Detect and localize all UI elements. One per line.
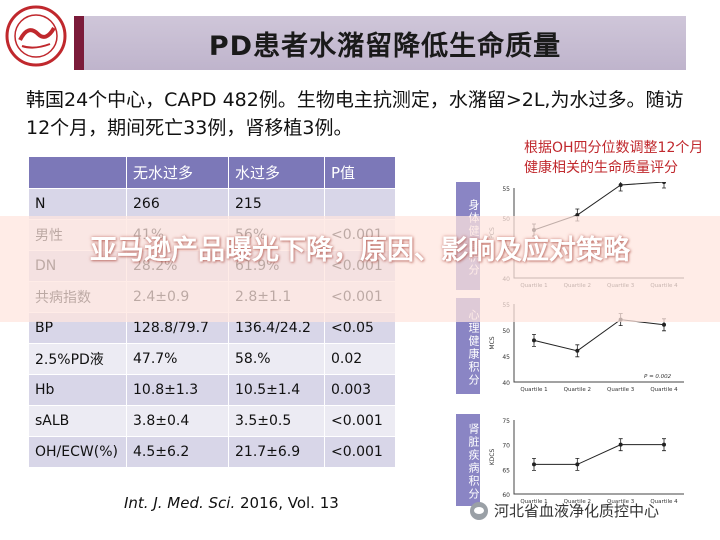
table-cell	[324, 188, 396, 220]
y-tick-label: 55	[502, 186, 510, 193]
y-tick-label: 40	[502, 380, 510, 387]
table-header-cell	[28, 156, 127, 189]
axis-line	[513, 304, 684, 383]
table-cell: 21.7±6.9	[228, 436, 325, 468]
table-cell: 58.%	[228, 343, 325, 375]
table-cell: 47.7%	[126, 343, 229, 375]
table-cell: 2.5%PD液	[28, 343, 127, 375]
data-point	[575, 462, 580, 467]
table-row: Hb 10.8±1.3 10.5±1.4 0.003	[28, 374, 396, 406]
table-cell: OH/ECW(%)	[28, 436, 127, 468]
y-axis-label: MCS	[489, 336, 496, 349]
hospital-logo-icon	[5, 5, 67, 67]
x-tick-label: Quartile 4	[650, 387, 678, 393]
x-tick-label: Quartile 2	[564, 387, 591, 393]
table-cell: 10.8±1.3	[126, 374, 229, 406]
table-header-cell: 无水过多	[126, 156, 229, 189]
footer-source: 河北省血液净化质控中心	[470, 500, 659, 521]
table-header-row: 无水过多 水过多 P值	[28, 156, 396, 189]
p-value-label: P = 0.002	[644, 374, 672, 380]
data-point	[662, 322, 666, 327]
data-point	[662, 182, 666, 184]
citation: Int. J. Med. Sci. 2016, Vol. 13	[124, 494, 339, 512]
series-line	[533, 319, 665, 352]
y-tick-label: 45	[502, 354, 510, 361]
x-tick-label: Quartile 1	[520, 387, 547, 393]
table-cell: N	[28, 188, 127, 220]
table-cell: sALB	[28, 405, 127, 437]
mini-chart-svg: 75 70 65 60 KDCS Quartile 1 Quartile 2 Quartile…	[489, 418, 684, 505]
table-cell: <0.001	[324, 405, 396, 437]
citation-journal: Int. J. Med. Sci.	[124, 494, 236, 512]
table-cell: 0.003	[324, 374, 396, 406]
error-bar	[662, 182, 666, 189]
table-cell: 3.5±0.5	[228, 405, 325, 437]
side-label: 肾脏疾病积分	[456, 414, 480, 506]
table-cell: 215	[228, 188, 325, 220]
overlay-headline: 亚马逊产品曝光下降，原因、影响及应对策略	[90, 235, 630, 266]
data-point	[532, 338, 536, 343]
table-cell: <0.001	[324, 436, 396, 468]
table-header-cell: P值	[324, 156, 396, 189]
table-header-cell: 水过多	[228, 156, 325, 189]
y-tick-label: 75	[502, 418, 510, 425]
table-cell: 0.02	[324, 343, 396, 375]
y-tick-label: 60	[502, 492, 510, 499]
wechat-icon	[470, 501, 488, 520]
table-cell: 4.5±6.2	[126, 436, 229, 468]
table-cell: 10.5±1.4	[228, 374, 325, 406]
x-tick-label: Quartile 3	[607, 387, 635, 393]
table-cell: 266	[126, 188, 229, 220]
y-axis-label: KDCS	[489, 449, 496, 466]
y-tick-label: 65	[502, 467, 510, 474]
axis-line	[513, 420, 684, 495]
footer-source-text: 河北省血液净化质控中心	[494, 502, 660, 520]
table-row: 2.5%PD液 47.7% 58.% 0.02	[28, 343, 396, 375]
data-point	[575, 348, 580, 353]
intro-text: 韩国24个中心，CAPD 482例。生物电主抗测定，水潴留>2L,为水过多。随访…	[26, 89, 684, 139]
page-title: PD患者水潴留降低生命质量	[208, 30, 562, 62]
table-row: N 266 215	[28, 188, 396, 220]
x-tick-label: Quartile 4	[650, 499, 678, 505]
title-bar: PD患者水潴留降低生命质量	[74, 16, 686, 70]
x-tick-label: Quartile 2	[564, 499, 591, 505]
note-text: 根据OH四分位数调整12个月健康相关的生命质量评分	[524, 140, 704, 176]
series-line	[534, 444, 664, 465]
table-cell: 3.8±0.4	[126, 405, 229, 437]
data-point	[662, 442, 666, 447]
table-cell: Hb	[28, 374, 127, 406]
y-tick-label: 70	[502, 443, 510, 450]
overlay-banner	[0, 216, 720, 322]
table-row: sALB 3.8±0.4 3.5±0.5 <0.001	[28, 405, 396, 437]
kdcs-chart: 肾脏疾病积分 75 70 65 60 KDCS Quartile 1 Quartile 2 Qu…	[456, 414, 692, 510]
x-tick-label: Quartile 3	[607, 499, 635, 505]
citation-rest: 2016, Vol. 13	[235, 494, 339, 512]
logo	[4, 4, 68, 68]
table-row: OH/ECW(%) 4.5±6.2 21.7±6.9 <0.001	[28, 436, 396, 468]
data-point	[618, 442, 623, 447]
y-tick-label: 50	[502, 328, 510, 335]
x-tick-label: Quartile 1	[520, 499, 547, 505]
data-point	[618, 183, 623, 187]
data-point	[532, 462, 536, 467]
